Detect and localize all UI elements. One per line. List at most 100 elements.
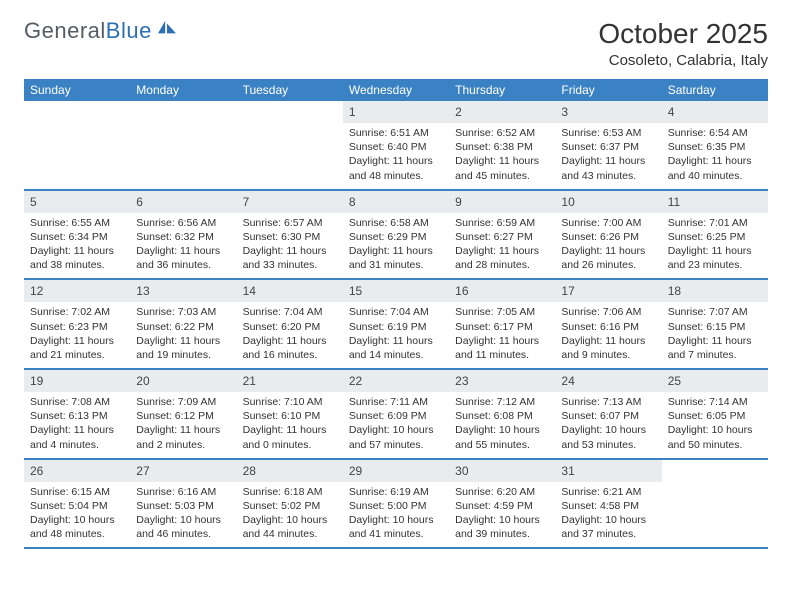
day-details: Sunrise: 6:53 AMSunset: 6:37 PMDaylight:…: [555, 123, 661, 189]
sunrise-text: Sunrise: 7:06 AM: [561, 305, 655, 319]
calendar-cell: 5Sunrise: 6:55 AMSunset: 6:34 PMDaylight…: [24, 191, 130, 279]
daylight-text: Daylight: 10 hours: [136, 513, 230, 527]
day-details: Sunrise: 7:13 AMSunset: 6:07 PMDaylight:…: [555, 392, 661, 458]
day-number: 29: [349, 464, 362, 478]
sunrise-text: Sunrise: 7:10 AM: [243, 395, 337, 409]
day-details: Sunrise: 7:05 AMSunset: 6:17 PMDaylight:…: [449, 302, 555, 368]
sunset-text: Sunset: 6:37 PM: [561, 140, 655, 154]
sunrise-text: Sunrise: 7:12 AM: [455, 395, 549, 409]
calendar-cell: 20Sunrise: 7:09 AMSunset: 6:12 PMDayligh…: [130, 370, 236, 458]
calendar-cell: 15Sunrise: 7:04 AMSunset: 6:19 PMDayligh…: [343, 280, 449, 368]
daylight-text: and 41 minutes.: [349, 527, 443, 541]
day-details: Sunrise: 7:00 AMSunset: 6:26 PMDaylight:…: [555, 213, 661, 279]
sunrise-text: Sunrise: 7:09 AM: [136, 395, 230, 409]
calendar-week: 19Sunrise: 7:08 AMSunset: 6:13 PMDayligh…: [24, 370, 768, 460]
sunset-text: Sunset: 6:07 PM: [561, 409, 655, 423]
sunrise-text: Sunrise: 6:21 AM: [561, 485, 655, 499]
calendar-cell: 7Sunrise: 6:57 AMSunset: 6:30 PMDaylight…: [237, 191, 343, 279]
sunset-text: Sunset: 6:09 PM: [349, 409, 443, 423]
daylight-text: Daylight: 11 hours: [561, 244, 655, 258]
daynum-row: 11: [662, 191, 768, 213]
daynum-row: 12: [24, 280, 130, 302]
calendar-cell: 3Sunrise: 6:53 AMSunset: 6:37 PMDaylight…: [555, 101, 661, 189]
daynum-row: 21: [237, 370, 343, 392]
daylight-text: Daylight: 10 hours: [349, 423, 443, 437]
day-number: 14: [243, 284, 256, 298]
sunrise-text: Sunrise: 6:58 AM: [349, 216, 443, 230]
sunset-text: Sunset: 6:38 PM: [455, 140, 549, 154]
day-details: Sunrise: 6:58 AMSunset: 6:29 PMDaylight:…: [343, 213, 449, 279]
day-details: Sunrise: 6:55 AMSunset: 6:34 PMDaylight:…: [24, 213, 130, 279]
daylight-text: Daylight: 11 hours: [561, 154, 655, 168]
day-number: 17: [561, 284, 574, 298]
sunrise-text: Sunrise: 6:15 AM: [30, 485, 124, 499]
sunrise-text: Sunrise: 6:18 AM: [243, 485, 337, 499]
logo-word2: Blue: [106, 18, 152, 43]
daynum-row: 25: [662, 370, 768, 392]
daynum-row: 23: [449, 370, 555, 392]
day-number: 11: [668, 195, 680, 209]
daynum-row: 7: [237, 191, 343, 213]
day-number: 24: [561, 374, 574, 388]
day-number: 27: [136, 464, 149, 478]
sunset-text: Sunset: 5:02 PM: [243, 499, 337, 513]
daylight-text: and 4 minutes.: [30, 438, 124, 452]
calendar-week: 5Sunrise: 6:55 AMSunset: 6:34 PMDaylight…: [24, 191, 768, 281]
calendar-cell: 2Sunrise: 6:52 AMSunset: 6:38 PMDaylight…: [449, 101, 555, 189]
daylight-text: and 9 minutes.: [561, 348, 655, 362]
day-details: Sunrise: 7:04 AMSunset: 6:19 PMDaylight:…: [343, 302, 449, 368]
calendar-cell: 6Sunrise: 6:56 AMSunset: 6:32 PMDaylight…: [130, 191, 236, 279]
sunrise-text: Sunrise: 6:56 AM: [136, 216, 230, 230]
logo-text: GeneralBlue: [24, 18, 152, 44]
day-of-week-label: Tuesday: [237, 79, 343, 101]
daynum-row: 3: [555, 101, 661, 123]
logo-word1: General: [24, 18, 106, 43]
calendar-week: 26Sunrise: 6:15 AMSunset: 5:04 PMDayligh…: [24, 460, 768, 550]
daylight-text: Daylight: 11 hours: [668, 244, 762, 258]
day-details: Sunrise: 6:54 AMSunset: 6:35 PMDaylight:…: [662, 123, 768, 189]
day-of-week-label: Monday: [130, 79, 236, 101]
daylight-text: Daylight: 11 hours: [455, 334, 549, 348]
daynum-row: 20: [130, 370, 236, 392]
daylight-text: and 40 minutes.: [668, 169, 762, 183]
daylight-text: and 26 minutes.: [561, 258, 655, 272]
daylight-text: Daylight: 10 hours: [455, 513, 549, 527]
day-number: 23: [455, 374, 468, 388]
daylight-text: and 28 minutes.: [455, 258, 549, 272]
daynum-row: 28: [237, 460, 343, 482]
calendar-cell: 8Sunrise: 6:58 AMSunset: 6:29 PMDaylight…: [343, 191, 449, 279]
sunset-text: Sunset: 6:30 PM: [243, 230, 337, 244]
sunrise-text: Sunrise: 7:05 AM: [455, 305, 549, 319]
daynum-row: 4: [662, 101, 768, 123]
daylight-text: and 0 minutes.: [243, 438, 337, 452]
daynum-row: 27: [130, 460, 236, 482]
daylight-text: and 31 minutes.: [349, 258, 443, 272]
daylight-text: Daylight: 11 hours: [349, 244, 443, 258]
sunrise-text: Sunrise: 6:59 AM: [455, 216, 549, 230]
daylight-text: and 50 minutes.: [668, 438, 762, 452]
day-details: Sunrise: 7:14 AMSunset: 6:05 PMDaylight:…: [662, 392, 768, 458]
day-of-week-label: Friday: [555, 79, 661, 101]
daylight-text: and 21 minutes.: [30, 348, 124, 362]
sunrise-text: Sunrise: 7:03 AM: [136, 305, 230, 319]
daynum-row: 6: [130, 191, 236, 213]
daylight-text: Daylight: 10 hours: [561, 423, 655, 437]
header: GeneralBlue October 2025 Cosoleto, Calab…: [24, 18, 768, 69]
day-number: 25: [668, 374, 681, 388]
day-details: Sunrise: 7:02 AMSunset: 6:23 PMDaylight:…: [24, 302, 130, 368]
daylight-text: Daylight: 11 hours: [455, 244, 549, 258]
daylight-text: Daylight: 11 hours: [136, 423, 230, 437]
day-details: Sunrise: 7:03 AMSunset: 6:22 PMDaylight:…: [130, 302, 236, 368]
daynum-empty: [662, 460, 768, 478]
day-number: 26: [30, 464, 43, 478]
daynum-row: 14: [237, 280, 343, 302]
calendar-cell: 16Sunrise: 7:05 AMSunset: 6:17 PMDayligh…: [449, 280, 555, 368]
calendar-cell: 19Sunrise: 7:08 AMSunset: 6:13 PMDayligh…: [24, 370, 130, 458]
sunrise-text: Sunrise: 6:51 AM: [349, 126, 443, 140]
day-number: 7: [243, 195, 250, 209]
day-details: Sunrise: 6:18 AMSunset: 5:02 PMDaylight:…: [237, 482, 343, 548]
sunset-text: Sunset: 6:15 PM: [668, 320, 762, 334]
sunset-text: Sunset: 6:22 PM: [136, 320, 230, 334]
daynum-row: 16: [449, 280, 555, 302]
daynum-row: 30: [449, 460, 555, 482]
